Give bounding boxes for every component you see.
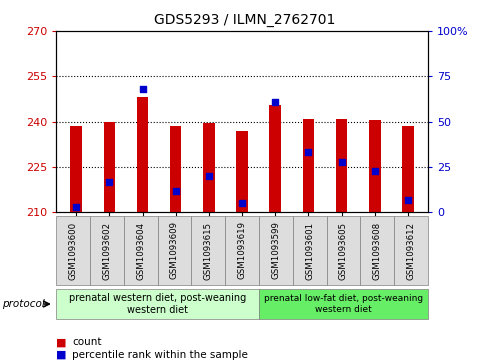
Bar	[368, 120, 380, 212]
Text: GSM1093609: GSM1093609	[170, 221, 179, 280]
Text: GSM1093608: GSM1093608	[372, 221, 381, 280]
Text: GSM1093601: GSM1093601	[305, 221, 313, 280]
Text: ■: ■	[56, 350, 66, 360]
Text: protocol: protocol	[2, 299, 45, 309]
Bar	[137, 97, 148, 212]
Point	[72, 204, 80, 210]
Text: GSM1093619: GSM1093619	[237, 221, 246, 280]
Text: GSM1093599: GSM1093599	[271, 221, 280, 280]
Point	[337, 159, 345, 164]
Point	[271, 99, 279, 105]
Text: GDS5293 / ILMN_2762701: GDS5293 / ILMN_2762701	[154, 13, 334, 27]
Text: prenatal western diet, post-weaning
western diet: prenatal western diet, post-weaning west…	[69, 293, 246, 315]
Point	[204, 173, 212, 179]
Point	[138, 86, 146, 92]
Bar	[269, 105, 281, 212]
Point	[304, 150, 312, 155]
Text: prenatal low-fat diet, post-weaning
western diet: prenatal low-fat diet, post-weaning west…	[264, 294, 422, 314]
Point	[403, 197, 411, 203]
Point	[171, 188, 179, 193]
Text: ■: ■	[56, 337, 66, 347]
Bar	[236, 131, 247, 212]
Bar	[401, 126, 413, 212]
Point	[105, 179, 113, 184]
Point	[370, 168, 378, 174]
Text: percentile rank within the sample: percentile rank within the sample	[72, 350, 248, 360]
Point	[238, 200, 245, 206]
Bar	[169, 126, 181, 212]
Bar	[70, 126, 82, 212]
Text: GSM1093615: GSM1093615	[203, 221, 212, 280]
Text: GSM1093612: GSM1093612	[406, 221, 415, 280]
Text: GSM1093605: GSM1093605	[338, 221, 347, 280]
Bar	[203, 123, 214, 212]
Bar	[335, 119, 346, 212]
Bar	[302, 119, 314, 212]
Text: GSM1093602: GSM1093602	[102, 221, 111, 280]
Text: count: count	[72, 337, 102, 347]
Text: GSM1093600: GSM1093600	[68, 221, 78, 280]
Text: GSM1093604: GSM1093604	[136, 221, 145, 280]
Bar	[103, 122, 115, 212]
